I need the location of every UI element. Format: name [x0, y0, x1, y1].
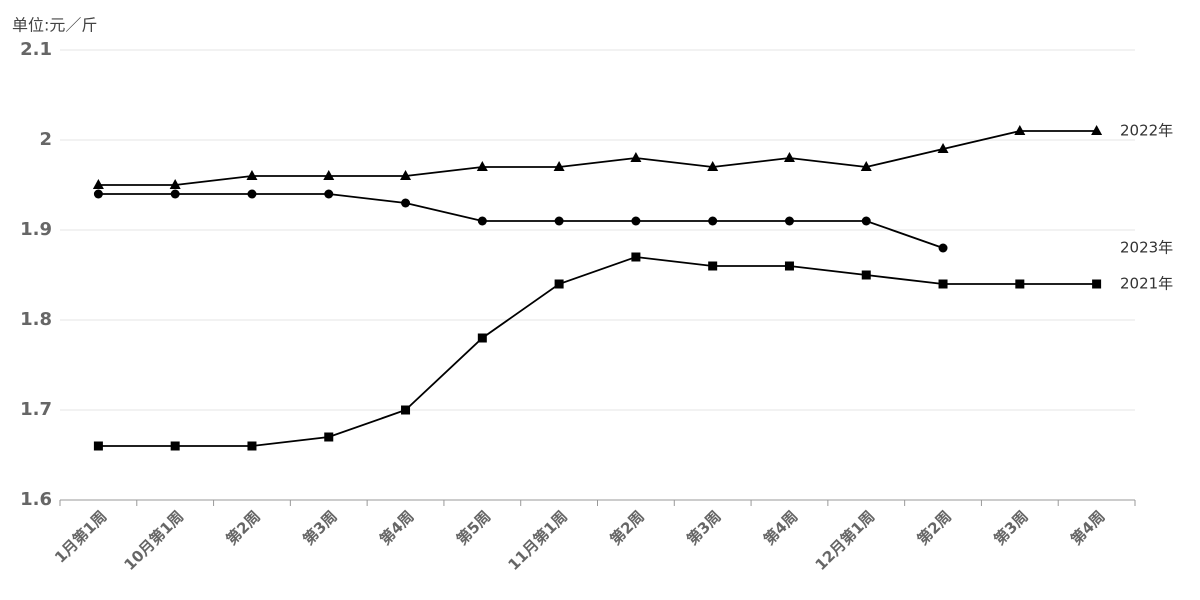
- x-tick-label: 第2周: [914, 507, 955, 548]
- x-tick-label: 第4周: [376, 507, 417, 548]
- x-tick-label: 11月第1周: [504, 507, 571, 574]
- marker: [631, 252, 641, 262]
- marker: [1014, 125, 1026, 135]
- marker: [553, 161, 565, 171]
- marker: [937, 143, 949, 153]
- x-tick-label: 第2周: [607, 507, 648, 548]
- series-line: [98, 256, 1097, 447]
- marker: [554, 216, 564, 226]
- x-tick-label: 第2周: [223, 507, 264, 548]
- marker: [401, 198, 411, 208]
- x-tick-label: 1月第1周: [51, 507, 110, 566]
- marker: [324, 189, 334, 199]
- marker: [247, 189, 257, 199]
- marker: [708, 216, 718, 226]
- x-tick-label: 第4周: [1067, 507, 1108, 548]
- marker: [860, 161, 872, 171]
- marker: [401, 405, 411, 415]
- x-tick-label: 第4周: [760, 507, 801, 548]
- y-axis-unit: 单位:元／斤: [12, 16, 97, 35]
- marker: [630, 152, 642, 162]
- marker: [246, 170, 258, 180]
- y-tick-label: 1.7: [20, 399, 52, 420]
- x-tick-label: 第3周: [683, 507, 724, 548]
- marker: [324, 432, 334, 442]
- series-label: 2023年: [1120, 239, 1173, 257]
- x-tick-label: 12月第1周: [812, 507, 879, 574]
- marker: [477, 216, 487, 226]
- marker: [477, 333, 487, 343]
- series-line: [98, 193, 944, 249]
- series-line: [98, 130, 1097, 186]
- marker: [1092, 279, 1102, 289]
- marker: [323, 170, 335, 180]
- marker: [400, 170, 412, 180]
- marker: [93, 441, 103, 451]
- y-tick-label: 2.1: [20, 39, 52, 60]
- x-tick-label: 10月第1周: [120, 507, 187, 574]
- marker: [93, 189, 103, 199]
- marker: [707, 161, 719, 171]
- y-tick-label: 2: [39, 129, 52, 150]
- marker: [170, 189, 180, 199]
- marker: [783, 152, 795, 162]
- marker: [861, 216, 871, 226]
- marker: [938, 279, 948, 289]
- series-label: 2021年: [1120, 275, 1173, 293]
- x-tick-label: 第3周: [299, 507, 340, 548]
- marker: [554, 279, 564, 289]
- marker: [170, 441, 180, 451]
- series-label: 2022年: [1120, 122, 1173, 140]
- y-tick-label: 1.9: [20, 219, 52, 240]
- marker: [247, 441, 257, 451]
- marker: [631, 216, 641, 226]
- x-tick-label: 第5周: [453, 507, 494, 548]
- x-tick-label: 第3周: [991, 507, 1032, 548]
- marker: [1091, 125, 1103, 135]
- marker: [861, 270, 871, 280]
- y-tick-label: 1.8: [20, 309, 52, 330]
- marker: [476, 161, 488, 171]
- marker: [169, 179, 181, 189]
- marker: [708, 261, 718, 271]
- marker: [92, 179, 104, 189]
- marker: [1015, 279, 1025, 289]
- marker: [938, 243, 948, 253]
- y-tick-label: 1.6: [20, 489, 52, 510]
- marker: [784, 216, 794, 226]
- marker: [784, 261, 794, 271]
